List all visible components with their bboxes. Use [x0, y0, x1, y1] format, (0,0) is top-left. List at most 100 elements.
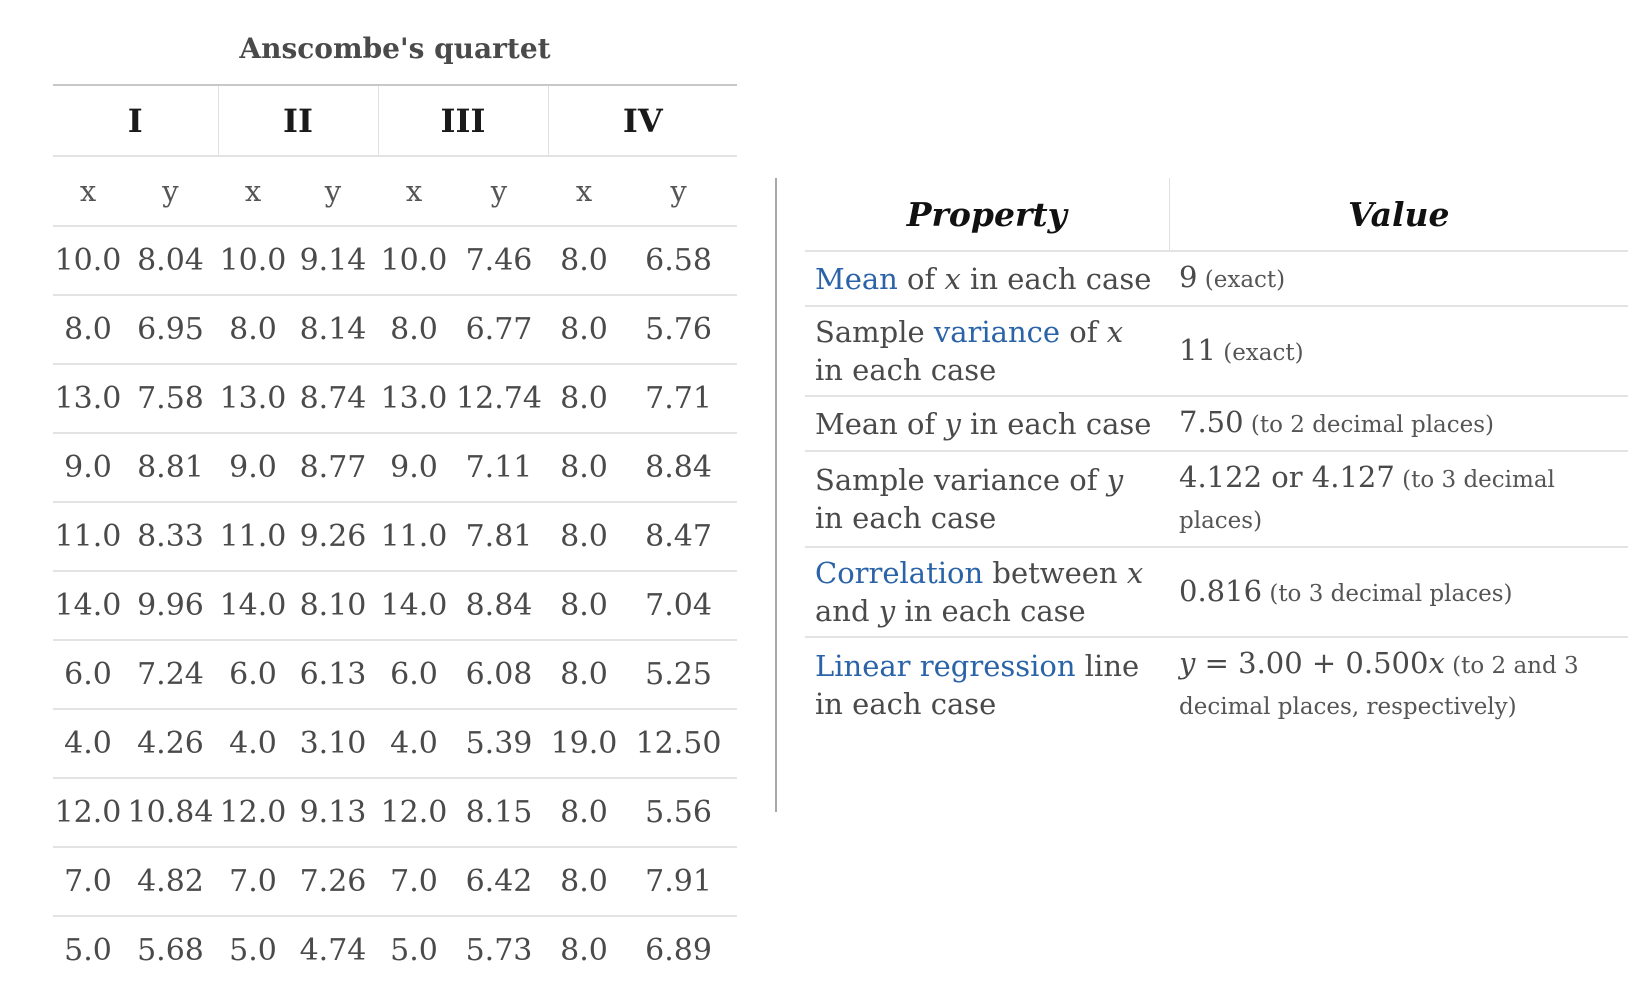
- table-cell: 8.0: [548, 295, 620, 365]
- table-cell: 9.96: [123, 571, 218, 641]
- table-cell: 6.13: [288, 640, 378, 710]
- table-cell: 8.47: [620, 502, 738, 572]
- properties-table-body: Mean of x in each case 9 (exact) Sample va…: [805, 251, 1628, 732]
- table-cell: 12.50: [620, 709, 738, 779]
- table-cell: 9.0: [53, 433, 123, 503]
- table-cell: 9.14: [288, 226, 378, 296]
- table-cell: 8.84: [450, 571, 548, 641]
- value-cell: y = 3.00 + 0.500x (to 2 and 3 decimal pl…: [1169, 637, 1628, 732]
- table-cell: 14.0: [218, 571, 288, 641]
- table-cell: 7.91: [620, 847, 738, 917]
- table-cell: 14.0: [53, 571, 123, 641]
- variable-symbol: y: [944, 406, 961, 441]
- table-row: 12.0 10.84 12.0 9.13 12.0 8.15 8.0 5.56: [53, 778, 738, 848]
- property-row: Mean of y in each case 7.50 (to 2 decimal…: [805, 396, 1628, 452]
- table-cell: 5.68: [137, 933, 204, 968]
- table-cell: 13.0: [378, 364, 450, 434]
- table-row: 6.0 7.24 6.0 6.13 6.0 6.08 8.0 5.25: [53, 640, 738, 710]
- table-cell: 11.0: [53, 502, 123, 572]
- table-cell: 10.0: [53, 226, 123, 296]
- text-segment: between: [983, 556, 1127, 590]
- table-cell: 6.0: [53, 640, 123, 710]
- text-segment: Sample variance of: [815, 463, 1107, 497]
- table-cell: 7.46: [450, 226, 548, 296]
- quartet-group-header-row: I II III IV: [53, 86, 738, 157]
- table-cell: 8.0: [548, 847, 620, 917]
- table-cell: 4.74: [299, 933, 367, 968]
- table-cell: 4.82: [123, 847, 218, 917]
- table-cell: 11.0: [378, 502, 450, 572]
- text-segment: Mean of: [815, 406, 945, 441]
- table-cell: 5.56: [620, 778, 738, 848]
- table-cell: 7.11: [450, 433, 548, 503]
- article-link[interactable]: variance: [933, 315, 1061, 349]
- table-cell: 6.77: [450, 295, 548, 365]
- quartet-table-body: 10.0 8.04 10.0 9.14 10.0 7.46 8.0 6.58 8.0 6.95 8.…: [53, 226, 738, 984]
- precision-note: (exact): [1215, 339, 1304, 366]
- properties-header-row: Property Value: [805, 178, 1628, 252]
- table-cell: 9.0: [218, 433, 288, 503]
- precision-note: (to 3 decimal places): [1262, 580, 1513, 607]
- value-cell: 7.50 (to 2 decimal places): [1169, 396, 1628, 452]
- table-cell: 6.0: [378, 640, 450, 710]
- text-segment: 7.50: [1179, 405, 1244, 439]
- variable-symbol: y: [878, 594, 896, 628]
- property-row: Sample variance of x in each case 11 (exa…: [805, 306, 1628, 397]
- table-cell: 8.04: [123, 226, 218, 296]
- table-cell: 11.0: [218, 502, 288, 572]
- quartet-title: Anscombe's quartet: [53, 22, 737, 86]
- text-segment: of: [1060, 315, 1107, 349]
- axis-header-cell: x: [548, 156, 620, 227]
- article-link[interactable]: Mean: [815, 261, 898, 296]
- table-cell: 8.33: [123, 502, 218, 572]
- table-cell: 8.0: [53, 295, 123, 365]
- table-cell: 8.0: [560, 933, 608, 968]
- property-row: Correlation between x and y in each case…: [805, 547, 1628, 638]
- axis-header-cell: x: [218, 156, 288, 227]
- table-row: 9.0 8.81 9.0 8.77 9.0 7.11 8.0 8.84: [53, 433, 738, 503]
- precision-note: (to 3 decimal places): [1179, 467, 1555, 534]
- text-segment: of: [897, 261, 945, 296]
- table-cell: 6.58: [620, 226, 738, 296]
- table-cell: 13.0: [53, 364, 123, 434]
- table-cell: 5.0: [390, 933, 438, 968]
- precision-note: (to 2 decimal places): [1243, 412, 1495, 438]
- table-row: 4.0 4.26 4.0 3.10 4.0 5.39 19.0 12.50: [53, 709, 738, 779]
- article-link[interactable]: Correlation: [815, 556, 984, 590]
- value-cell: 9 (exact): [1169, 251, 1628, 307]
- table-cell: 12.74: [450, 364, 548, 434]
- axis-header-cell: y: [123, 156, 218, 227]
- table-cell: 6.89: [645, 933, 712, 968]
- table-cell: 4.0: [218, 709, 288, 779]
- table-cell: 6.42: [450, 847, 548, 917]
- table-cell: 7.81: [450, 502, 548, 572]
- table-cell: 8.0: [548, 778, 620, 848]
- text-segment: 0.816: [1179, 573, 1263, 608]
- table-cell: 8.0: [218, 295, 288, 365]
- table-cell: 7.04: [620, 571, 738, 641]
- table-row: 10.0 8.04 10.0 9.14 10.0 7.46 8.0 6.58: [53, 226, 738, 296]
- text-segment: in each case: [960, 261, 1152, 296]
- table-cell: 8.0: [548, 364, 620, 434]
- table-cell: 12.0: [218, 778, 288, 848]
- table-cell: 5.0: [64, 933, 112, 968]
- article-link[interactable]: Linear regression: [815, 649, 1076, 683]
- value-cell: 4.122 or 4.127 (to 3 decimal places): [1169, 451, 1628, 548]
- table-cell: 7.0: [378, 847, 450, 917]
- table-row: 13.0 7.58 13.0 8.74 13.0 12.74 8.0 7.71: [53, 364, 738, 434]
- table-cell: 12.0: [378, 778, 450, 848]
- table-row: 7.0 4.82 7.0 7.26 7.0 6.42 8.0 7.91: [53, 847, 738, 917]
- table-row: 5.0 5.68 5.0 4.74 5.0 5.73 8.0 6.89: [53, 916, 737, 984]
- table-cell: 7.58: [123, 364, 218, 434]
- table-cell: 12.0: [53, 778, 123, 848]
- variable-symbol: x: [944, 261, 961, 296]
- property-cell: Linear regression line in each case: [805, 637, 1169, 732]
- table-cell: 8.15: [450, 778, 548, 848]
- table-cell: 4.0: [378, 709, 450, 779]
- text-segment: line in each case: [815, 649, 1140, 721]
- property-cell: Mean of y in each case: [805, 396, 1169, 452]
- group-header-iv: IV: [547, 86, 738, 157]
- variable-symbol: x: [1428, 646, 1445, 680]
- table-row: 11.0 8.33 11.0 9.26 11.0 7.81 8.0 8.47: [53, 502, 738, 572]
- table-cell: 7.0: [53, 847, 123, 917]
